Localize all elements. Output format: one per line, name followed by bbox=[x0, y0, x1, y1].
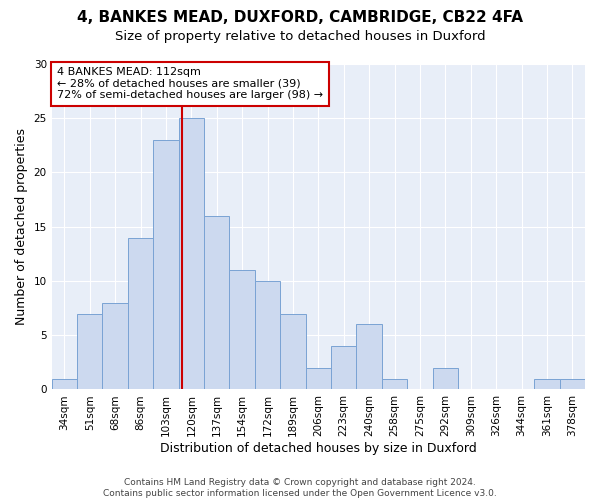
Bar bbox=[179, 118, 204, 390]
Text: 4, BANKES MEAD, DUXFORD, CAMBRIDGE, CB22 4FA: 4, BANKES MEAD, DUXFORD, CAMBRIDGE, CB22… bbox=[77, 10, 523, 25]
Bar bbox=[103, 302, 128, 390]
Y-axis label: Number of detached properties: Number of detached properties bbox=[15, 128, 28, 325]
Bar bbox=[331, 346, 356, 390]
Bar bbox=[77, 314, 103, 390]
Bar bbox=[382, 378, 407, 390]
Bar bbox=[128, 238, 153, 390]
Bar bbox=[204, 216, 229, 390]
Bar bbox=[433, 368, 458, 390]
Bar bbox=[229, 270, 255, 390]
Bar bbox=[153, 140, 179, 390]
Bar bbox=[280, 314, 305, 390]
Bar bbox=[255, 281, 280, 390]
Bar bbox=[534, 378, 560, 390]
Text: Size of property relative to detached houses in Duxford: Size of property relative to detached ho… bbox=[115, 30, 485, 43]
Text: Contains HM Land Registry data © Crown copyright and database right 2024.
Contai: Contains HM Land Registry data © Crown c… bbox=[103, 478, 497, 498]
X-axis label: Distribution of detached houses by size in Duxford: Distribution of detached houses by size … bbox=[160, 442, 477, 455]
Bar bbox=[305, 368, 331, 390]
Bar bbox=[560, 378, 585, 390]
Bar bbox=[356, 324, 382, 390]
Text: 4 BANKES MEAD: 112sqm
← 28% of detached houses are smaller (39)
72% of semi-deta: 4 BANKES MEAD: 112sqm ← 28% of detached … bbox=[57, 68, 323, 100]
Bar bbox=[52, 378, 77, 390]
